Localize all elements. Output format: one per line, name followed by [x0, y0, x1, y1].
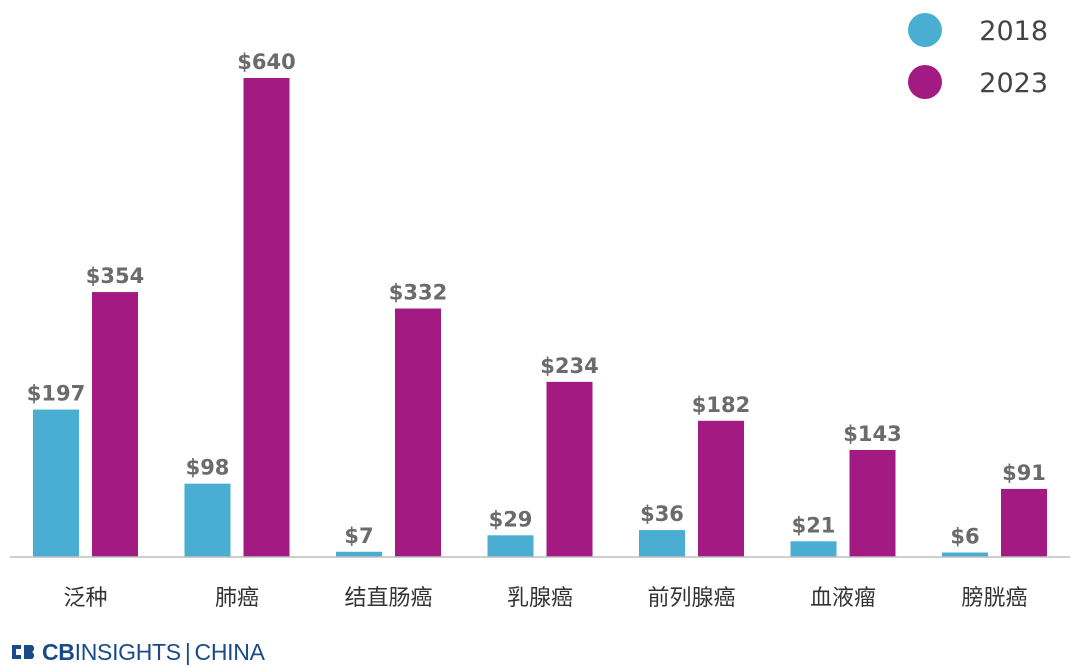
value-labels-group: $197 $354 $98 $640 $7 $332 $29 $234 $36 $182 $21 $1… [27, 50, 1046, 549]
category-label-6: 膀胱癌 [961, 586, 1027, 611]
bar-2023-4 [698, 420, 744, 557]
bar-2018-1 [184, 483, 231, 557]
value-label-2023-1: $640 [237, 50, 295, 74]
category-labels-group: 泛种 肺癌 结直肠癌 乳腺癌 前列腺癌 血液瘤 膀胱癌 [63, 586, 1027, 611]
category-label-4: 前列腺癌 [647, 586, 735, 611]
legend: 2018 2023 [908, 13, 1048, 99]
category-label-3: 乳腺癌 [507, 586, 573, 611]
bar-chart: $197 $354 $98 $640 $7 $332 $29 $234 $36 $182 $21 $1… [10, 13, 1070, 611]
value-label-2023-6: $91 [1002, 461, 1046, 485]
category-label-1: 肺癌 [215, 586, 259, 611]
bar-2023-1 [243, 78, 290, 557]
legend-swatch-2018 [908, 13, 942, 47]
value-label-2018-1: $98 [186, 456, 230, 480]
bar-2018-5 [790, 541, 837, 557]
legend-swatch-2023 [908, 65, 942, 99]
legend-label-2023: 2023 [979, 68, 1048, 99]
value-label-2023-3: $234 [540, 354, 598, 378]
bar-2023-0 [92, 292, 138, 557]
value-label-2018-4: $36 [640, 502, 684, 526]
bar-2018-4 [639, 530, 685, 557]
logo-wordmark: CBINSIGHTS | CHINA [42, 639, 265, 665]
value-label-2023-0: $354 [86, 264, 144, 288]
value-label-2018-5: $21 [792, 513, 836, 537]
bar-2023-3 [546, 381, 593, 557]
value-label-2023-2: $332 [389, 281, 447, 305]
value-label-2018-0: $197 [27, 382, 85, 406]
bar-2023-6 [1001, 488, 1047, 557]
bar-2023-5 [849, 449, 896, 557]
value-label-2023-5: $143 [843, 422, 901, 446]
cb-insights-china-logo: CBINSIGHTS | CHINA [10, 640, 265, 664]
value-label-2018-6: $6 [950, 525, 979, 549]
bars-group [33, 78, 1047, 557]
bar-2018-6 [942, 552, 988, 557]
bar-2023-2 [395, 308, 441, 557]
value-label-2023-4: $182 [692, 393, 750, 417]
value-label-2018-2: $7 [344, 524, 373, 548]
category-label-5: 血液瘤 [810, 586, 876, 611]
cb-logo-mark-icon [10, 642, 38, 662]
category-label-0: 泛种 [63, 586, 107, 611]
legend-label-2018: 2018 [979, 16, 1048, 47]
value-label-2018-3: $29 [489, 507, 533, 531]
category-label-2: 结直肠癌 [344, 586, 432, 611]
bar-2018-3 [487, 535, 534, 557]
bar-2018-0 [33, 409, 79, 557]
bar-2018-2 [336, 551, 382, 557]
